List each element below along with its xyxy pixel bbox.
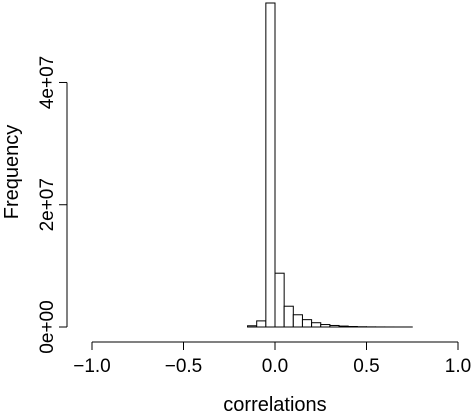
x-tick-label: −1.0 [73,356,111,377]
histogram-bar [274,272,285,328]
x-tick-label: 1.0 [445,356,471,377]
histogram-bar [320,324,331,328]
histogram-bar [265,2,276,328]
histogram-bar [329,324,340,328]
histogram-bar [311,322,322,328]
histogram-bar [256,320,267,328]
y-tick-label: 0e+00 [37,300,58,353]
histogram-bar [247,325,258,328]
x-axis: −1.0 −0.5 0.0 0.5 1.0 [73,341,471,377]
y-tick-label: 4e+07 [37,56,58,109]
x-tick-label: −0.5 [165,356,203,377]
histogram-bars [247,2,413,328]
y-axis: 0e+00 2e+07 4e+07 [37,56,68,354]
histogram-bar [283,305,294,328]
x-tick-label: 0.0 [262,356,288,377]
histogram-bar [338,325,349,328]
histogram-bar [301,319,313,328]
y-axis-title: Frequency [1,125,23,220]
x-tick-label: 0.5 [353,356,379,377]
histogram-bar [292,314,303,328]
y-tick-label: 2e+07 [37,178,58,231]
x-axis-title: correlations [223,394,326,416]
